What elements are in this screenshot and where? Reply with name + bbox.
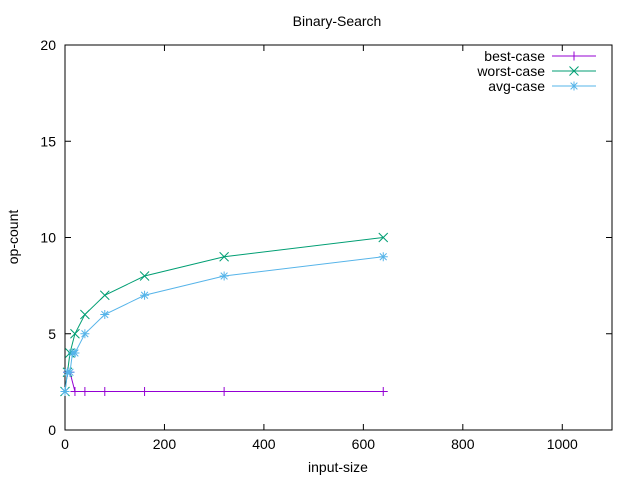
- point-avg-case-7: [140, 290, 150, 300]
- y-axis-label: op-count: [5, 210, 21, 265]
- point-worst-case-4: [80, 309, 90, 320]
- point-best-case-6: [219, 387, 229, 396]
- x-tick-label-4: 800: [451, 436, 475, 452]
- y-tick-label-2: 10: [40, 230, 56, 246]
- series-line-best-case: [67, 371, 384, 392]
- legend-marker-worst-case: [569, 66, 579, 76]
- series-layer: [60, 232, 389, 397]
- y-tick-label-0: 0: [48, 422, 56, 438]
- y-tick-label-3: 15: [40, 133, 56, 149]
- legend-item-worst-case: worst-case: [476, 63, 596, 79]
- point-avg-case-9: [378, 252, 388, 262]
- point-worst-case-5: [99, 290, 110, 301]
- chart-title: Binary-Search: [293, 13, 382, 29]
- point-avg-case-8: [219, 271, 229, 281]
- series-line-worst-case: [64, 237, 384, 392]
- x-tick-label-3: 600: [352, 436, 376, 452]
- point-worst-case-8: [378, 232, 389, 243]
- x-tick-label-1: 200: [153, 436, 177, 452]
- series-avg-case: [60, 252, 388, 396]
- series-best-case: [62, 367, 388, 396]
- legend-marker-avg-case: [569, 81, 579, 91]
- x-tick-label-5: 1000: [547, 436, 578, 452]
- point-avg-case-5: [80, 329, 90, 339]
- x-tick-label-0: 0: [61, 436, 69, 452]
- legend-item-avg-case: avg-case: [488, 78, 596, 94]
- legend-label-best-case: best-case: [484, 48, 545, 64]
- y-tick-label-1: 5: [48, 326, 56, 342]
- point-best-case-4: [100, 387, 110, 396]
- point-best-case-5: [140, 387, 150, 396]
- point-best-case-3: [80, 387, 90, 396]
- axis-ticks: 0 200 400 600 800 1000 0 5 10 15 20: [40, 37, 612, 452]
- point-avg-case-6: [100, 310, 110, 319]
- point-best-case-2: [70, 387, 80, 396]
- x-axis-label: input-size: [308, 459, 368, 475]
- legend-marker-best-case: [569, 51, 579, 61]
- point-worst-case-3: [70, 328, 80, 339]
- x-tick-label-2: 400: [252, 436, 276, 452]
- point-best-case-7: [378, 387, 388, 396]
- series-worst-case: [60, 232, 389, 397]
- point-avg-case-4: [70, 348, 80, 358]
- legend-label-worst-case: worst-case: [476, 63, 545, 79]
- point-worst-case-6: [139, 271, 150, 281]
- legend-label-avg-case: avg-case: [488, 78, 545, 94]
- point-worst-case-7: [219, 251, 229, 262]
- point-avg-case-2: [65, 367, 75, 377]
- point-avg-case-0: [60, 387, 70, 396]
- plot-frame: [64, 44, 613, 431]
- legend-item-best-case: best-case: [484, 48, 596, 64]
- y-tick-label-4: 20: [40, 37, 56, 53]
